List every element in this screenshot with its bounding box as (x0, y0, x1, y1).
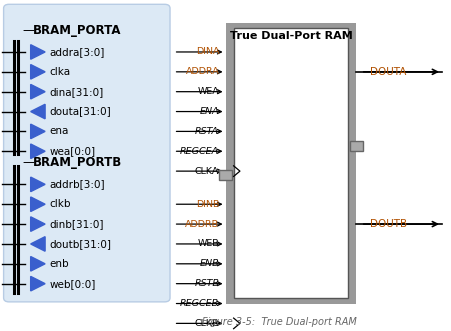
Text: BRAM_PORTB: BRAM_PORTB (32, 156, 122, 169)
Text: clkb: clkb (50, 199, 71, 209)
Text: enb: enb (50, 259, 69, 269)
Polygon shape (31, 177, 45, 192)
Polygon shape (31, 45, 45, 59)
Text: addrb[3:0]: addrb[3:0] (50, 179, 105, 189)
Polygon shape (31, 217, 45, 231)
Text: REGCEA: REGCEA (180, 147, 219, 156)
Text: DOUTB: DOUTB (370, 219, 407, 229)
Text: —: — (23, 156, 34, 169)
Text: dinb[31:0]: dinb[31:0] (50, 219, 104, 229)
Text: addra[3:0]: addra[3:0] (50, 47, 105, 57)
Polygon shape (31, 276, 45, 291)
Text: douta[31:0]: douta[31:0] (50, 107, 111, 117)
Text: web[0:0]: web[0:0] (50, 279, 96, 289)
Text: ena: ena (50, 126, 69, 136)
Text: DOUTA: DOUTA (370, 67, 406, 77)
Text: wea[0:0]: wea[0:0] (50, 146, 96, 156)
Polygon shape (31, 144, 45, 159)
Text: RSTA: RSTA (195, 127, 219, 136)
Text: ADDRA: ADDRA (185, 67, 219, 76)
Polygon shape (31, 237, 45, 251)
Bar (219, 170, 232, 180)
Text: DINB: DINB (196, 200, 219, 209)
Text: ENA: ENA (199, 107, 219, 116)
Text: —: — (23, 24, 34, 37)
Bar (226, 23, 356, 304)
Text: BRAM_PORTA: BRAM_PORTA (32, 24, 121, 37)
Text: WEA: WEA (198, 87, 219, 96)
Polygon shape (31, 104, 45, 119)
Text: ADDRB: ADDRB (185, 219, 219, 229)
Text: ENB: ENB (199, 259, 219, 268)
Polygon shape (31, 197, 45, 212)
Text: dina[31:0]: dina[31:0] (50, 87, 104, 97)
Polygon shape (31, 124, 45, 139)
Polygon shape (31, 65, 45, 79)
Text: DINA: DINA (196, 47, 219, 57)
Text: CLKA: CLKA (195, 166, 219, 176)
Text: WEB: WEB (198, 239, 219, 249)
Text: Figure 3-5:  True Dual-port RAM: Figure 3-5: True Dual-port RAM (202, 317, 357, 327)
Polygon shape (31, 84, 45, 99)
Polygon shape (31, 257, 45, 271)
Bar (234, 28, 348, 298)
Text: CLKB: CLKB (195, 319, 219, 328)
FancyBboxPatch shape (4, 4, 170, 302)
Text: clka: clka (50, 67, 71, 77)
Text: RSTB: RSTB (194, 279, 219, 288)
Text: doutb[31:0]: doutb[31:0] (50, 239, 111, 249)
Text: True Dual-Port RAM: True Dual-Port RAM (230, 31, 352, 41)
Bar (350, 141, 363, 151)
Text: REGCEB: REGCEB (180, 299, 219, 308)
